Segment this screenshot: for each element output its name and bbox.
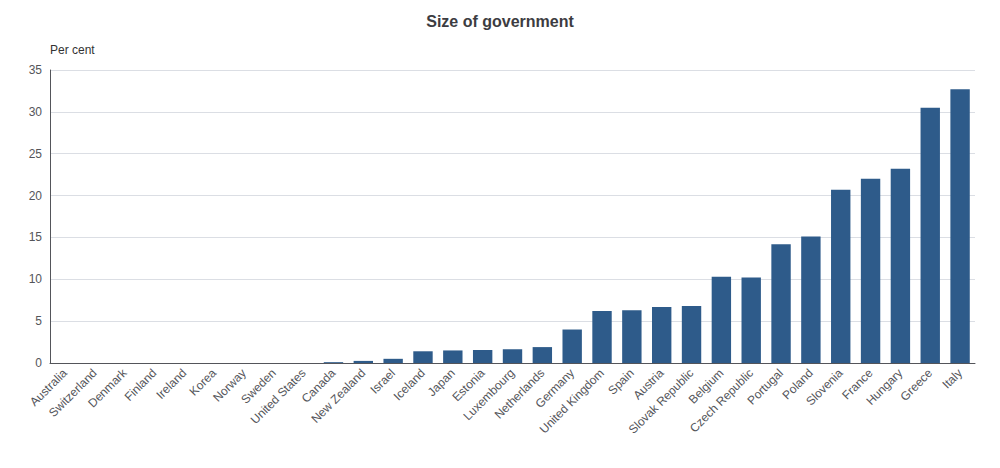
- svg-text:35: 35: [29, 63, 43, 77]
- svg-text:Greece: Greece: [897, 366, 935, 404]
- svg-text:Poland: Poland: [779, 366, 816, 403]
- svg-text:Denmark: Denmark: [85, 365, 130, 410]
- svg-text:Belgium: Belgium: [685, 366, 727, 407]
- svg-text:Italy: Italy: [940, 366, 965, 391]
- svg-text:Spain: Spain: [605, 366, 637, 398]
- svg-text:United Kingdom: United Kingdom: [537, 366, 607, 436]
- svg-text:5: 5: [35, 314, 42, 328]
- svg-text:Germany: Germany: [532, 366, 578, 411]
- svg-text:Iceland: Iceland: [391, 366, 428, 403]
- svg-text:Austria: Austria: [630, 366, 667, 403]
- svg-text:France: France: [839, 366, 876, 403]
- svg-text:United States: United States: [247, 366, 309, 427]
- svg-text:Estonia: Estonia: [449, 366, 488, 405]
- svg-text:30: 30: [29, 105, 43, 119]
- svg-text:Switzerland: Switzerland: [46, 366, 100, 420]
- svg-text:Portugal: Portugal: [745, 366, 786, 407]
- svg-text:10: 10: [29, 272, 43, 286]
- svg-text:Canada: Canada: [298, 366, 339, 406]
- svg-text:0: 0: [35, 356, 42, 370]
- svg-text:Israel: Israel: [367, 366, 399, 397]
- svg-text:20: 20: [29, 189, 43, 203]
- svg-text:Luxembourg: Luxembourg: [460, 366, 518, 424]
- svg-text:25: 25: [29, 147, 43, 161]
- svg-text:Hungary: Hungary: [863, 366, 905, 408]
- svg-text:Norway: Norway: [210, 366, 249, 405]
- svg-text:Per cent: Per cent: [50, 43, 95, 57]
- svg-text:Slovak Republic: Slovak Republic: [626, 366, 697, 437]
- svg-text:15: 15: [29, 230, 43, 244]
- svg-text:Size of government: Size of government: [426, 13, 574, 30]
- svg-text:Czech Republic: Czech Republic: [687, 366, 756, 435]
- svg-text:Korea: Korea: [186, 366, 220, 399]
- svg-text:Sweden: Sweden: [238, 366, 279, 407]
- svg-text:Finland: Finland: [122, 366, 160, 404]
- svg-text:Slovenia: Slovenia: [803, 366, 846, 409]
- svg-text:Ireland: Ireland: [153, 366, 189, 402]
- svg-text:New Zealand: New Zealand: [308, 366, 368, 426]
- svg-text:Australia: Australia: [27, 366, 70, 409]
- svg-text:Netherlands: Netherlands: [491, 366, 548, 422]
- svg-text:Japan: Japan: [424, 366, 458, 399]
